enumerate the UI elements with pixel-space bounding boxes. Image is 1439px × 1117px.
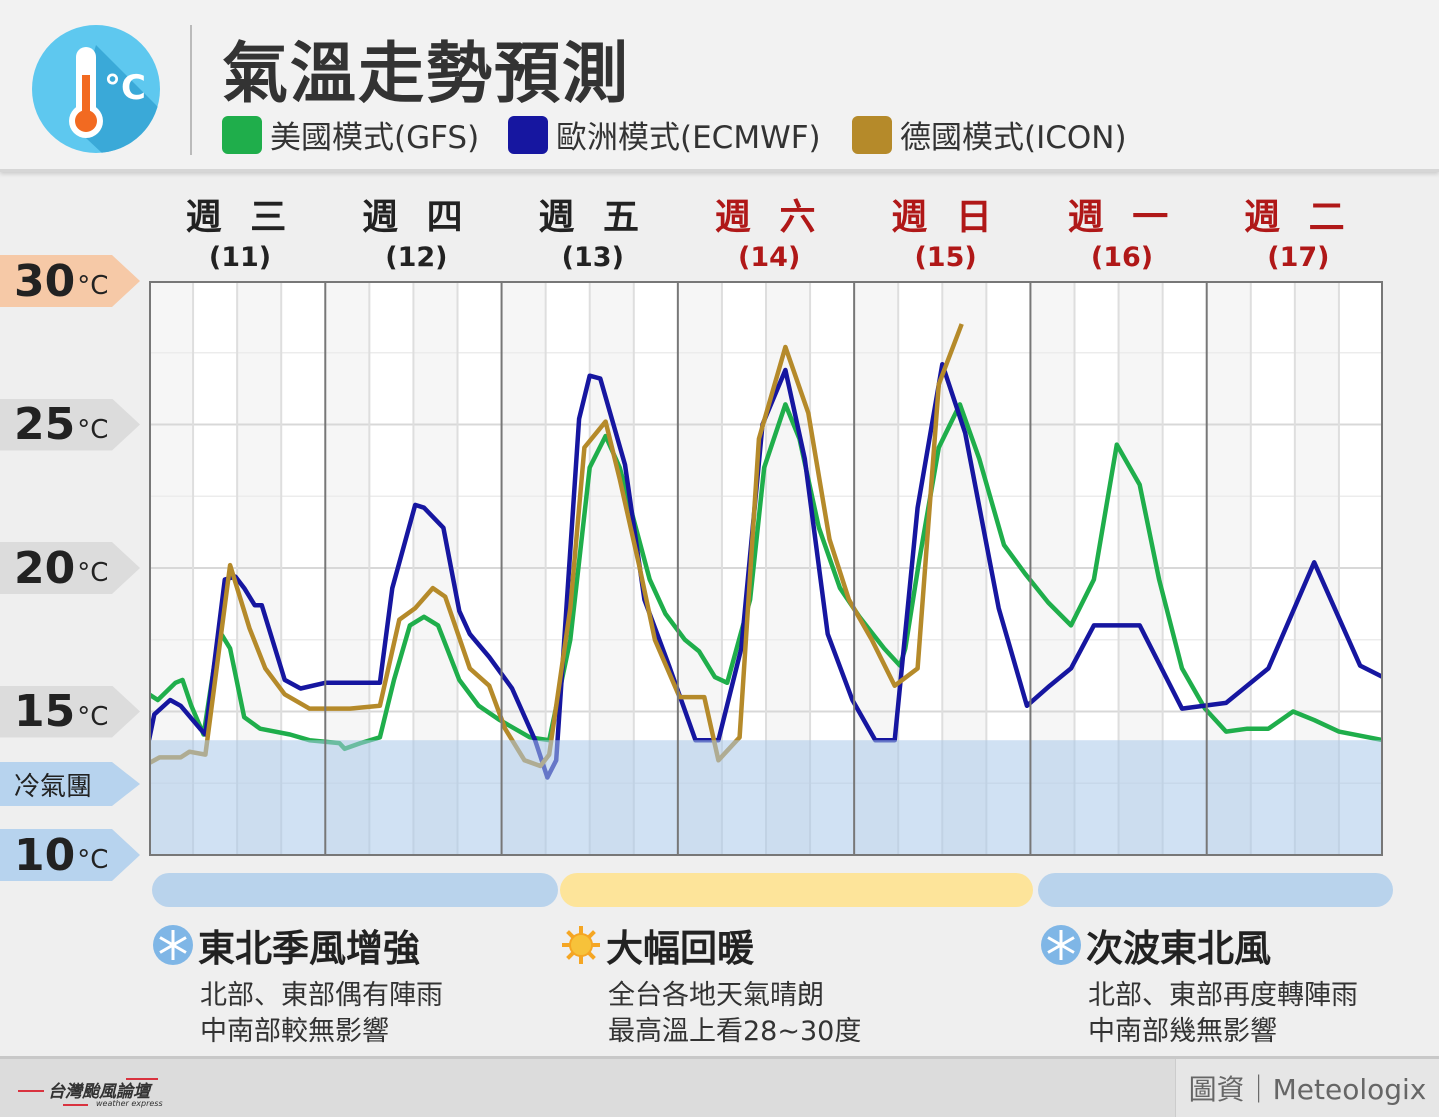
period-title-text: 次波東北風 [1086,927,1271,970]
page-title: 氣溫走勢預測 [222,35,630,112]
day-label: 週 三 (11) [152,188,328,273]
day-name: 週 四 [362,197,471,238]
series-line-美國模式(GFS) [149,402,1383,752]
y-tick-label-30: 30 °C [0,255,140,307]
day-name: 週 二 [1244,197,1353,238]
y-tick-label-10: 10 °C [0,829,140,881]
legend-gfs: 美國模式(GFS) [222,112,479,157]
day-label: 週 六 (14) [681,188,857,273]
y-tick-unit: °C [77,558,109,588]
snowflake-icon [1041,925,1081,965]
credit: 圖資｜Meteologix [1175,1059,1439,1117]
day-name: 週 五 [538,197,648,238]
y-tick-label-25: 25 °C [0,398,140,451]
legend-ecmwf: 歐洲模式(ECMWF) [508,112,821,157]
y-tick-label-15: 15 °C [0,685,140,738]
logo-text: 台灣颱風論壇 [48,1082,150,1102]
period-title: 次波東北風 [1040,918,1358,972]
description-line: 北部、東部偶有陣雨 [200,980,443,1011]
period-description: 全台各地天氣晴朗最高溫上看28~30度 [608,978,861,1050]
day-date: (12) [385,242,448,273]
svg-text:°C: °C [104,68,146,108]
description-line: 中南部幾無影響 [1088,1016,1277,1047]
description-line: 中南部較無影響 [200,1016,389,1047]
legend-icon: 德國模式(ICON) [852,112,1127,157]
period-title: 東北季風增強 [152,918,443,972]
description-line: 最高溫上看28~30度 [608,1016,862,1047]
day-label: 週 五 (13) [505,188,681,273]
period-description: 北部、東部偶有陣雨 中南部較無影響 [200,978,443,1050]
period-title: 大幅回暖 [560,918,861,972]
period-description: 北部、東部再度轉陣雨 中南部幾無影響 [1088,978,1358,1050]
day-label: 週 四 (12) [328,188,504,273]
temperature-chart [149,281,1383,856]
legend-swatch [852,115,892,154]
period-bar [152,873,558,907]
y-tick-value: 25 [14,399,76,450]
day-name: 週 日 [891,197,1000,238]
day-name: 週 六 [714,197,824,238]
period-annotation: 大幅回暖全台各地天氣晴朗最高溫上看28~30度 [560,918,861,1050]
header: °C 氣溫走勢預測 美國模式(GFS) 歐洲模式(ECMWF) 德國模式(ICO… [0,0,1439,172]
period-title-text: 大幅回暖 [606,927,754,970]
y-tick-value: 30 [14,255,76,307]
cold-air-label: 冷氣團 [0,762,140,806]
legend-swatch [222,115,262,154]
description-line: 北部、東部再度轉陣雨 [1088,980,1358,1011]
period-bar [1038,873,1393,907]
y-tick-label-20: 20 °C [0,542,140,594]
y-tick-unit: °C [77,414,109,445]
y-tick-value: 10 [14,829,76,881]
period-annotation: 東北季風增強北部、東部偶有陣雨 中南部較無影響 [152,918,443,1050]
series-line-歐洲模式(ECMWF) [149,361,1383,780]
day-date: (14) [738,242,801,273]
typhoon-forum-logo: 台灣颱風論壇 weather express [18,1069,188,1113]
y-tick-unit: °C [77,271,109,301]
day-date: (15) [914,242,977,273]
period-annotation: 次波東北風北部、東部再度轉陣雨 中南部幾無影響 [1040,918,1358,1050]
day-date: (13) [561,242,624,273]
description-line: 全台各地天氣晴朗 [608,980,824,1011]
period-bar [560,873,1033,907]
day-date: (17) [1267,242,1330,273]
cold-air-band [149,740,1383,855]
logo-subtext: weather express [96,1099,163,1108]
header-divider [190,25,192,155]
footer: 台灣颱風論壇 weather express 圖資｜Meteologix [0,1056,1439,1117]
plot-border [149,281,1383,856]
y-tick-unit: °C [77,701,109,732]
y-tick-unit: °C [77,845,109,875]
legend-label: 德國模式(ICON) [900,120,1127,156]
day-name: 週 三 [185,197,295,238]
legend-label: 美國模式(GFS) [270,120,480,156]
snowflake-icon [153,925,193,965]
y-tick-value: 20 [14,542,76,594]
legend-swatch [508,115,548,154]
day-date: (16) [1090,242,1154,273]
period-title-text: 東北季風增強 [198,927,420,970]
legend-label: 歐洲模式(ECMWF) [556,120,821,156]
day-name: 週 一 [1067,197,1177,238]
day-label: 週 二 (17) [1210,188,1386,273]
day-label: 週 日 (15) [858,188,1034,273]
y-tick-value: 15 [14,686,76,737]
sun-icon [562,926,600,964]
thermometer-celsius-icon: °C [32,25,160,153]
day-date: (11) [208,242,272,273]
day-label: 週 一 (16) [1034,188,1210,273]
